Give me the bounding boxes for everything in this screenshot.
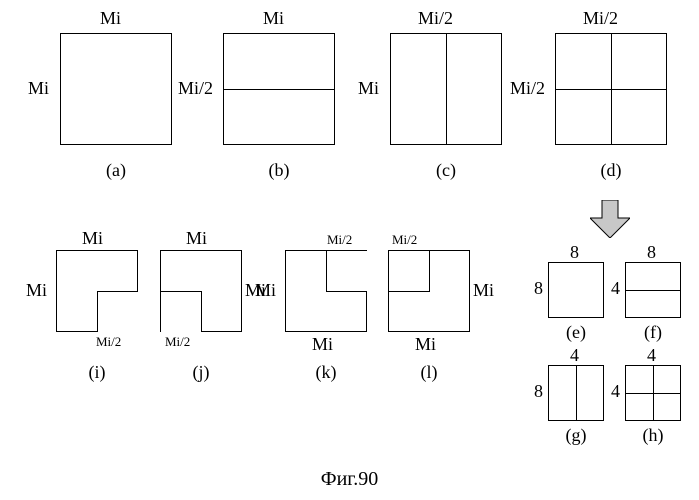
panel-d-top-label: Mi/2 <box>583 8 618 29</box>
panel-c-vline <box>446 34 447 144</box>
panel-h-top-label: 4 <box>647 345 656 366</box>
panel-l-right-label: Mi <box>473 280 494 301</box>
panel-k-bottom-label: Mi <box>312 334 333 355</box>
panel-e-left-label: 8 <box>534 278 543 299</box>
panel-i-box <box>56 250 138 332</box>
panel-d-left-label: Mi/2 <box>510 78 545 99</box>
panel-c-left-label: Mi <box>358 78 379 99</box>
panel-f-caption: (f) <box>625 322 681 343</box>
panel-c-box <box>390 33 502 145</box>
panel-d-vline <box>611 34 612 144</box>
panel-g-left-label: 8 <box>534 381 543 402</box>
panel-l-bottom-label: Mi <box>415 334 436 355</box>
panel-f-box <box>625 262 681 318</box>
panel-b-hline <box>224 89 334 90</box>
panel-l-top-label: Mi/2 <box>392 232 417 248</box>
panel-a-left-label: Mi <box>28 78 49 99</box>
panel-a-caption: (a) <box>60 160 172 181</box>
panel-g-caption: (g) <box>548 425 604 446</box>
panel-f-left-label: 4 <box>611 278 620 299</box>
panel-l-box <box>388 250 470 332</box>
panel-h-vline <box>653 366 654 420</box>
panel-k-left-label: Mi <box>255 280 276 301</box>
down-arrow-icon <box>590 200 630 238</box>
panel-b-top-label: Mi <box>263 8 284 29</box>
panel-j-bottom-label: Mi/2 <box>165 334 190 350</box>
panel-d-box <box>555 33 667 145</box>
panel-e-caption: (e) <box>548 322 604 343</box>
panel-e-top-label: 8 <box>570 242 579 263</box>
panel-i-bottom-label: Mi/2 <box>96 334 121 350</box>
panel-c-caption: (c) <box>390 160 502 181</box>
panel-k-top-label: Mi/2 <box>327 232 352 248</box>
panel-h-caption: (h) <box>625 425 681 446</box>
panel-d-caption: (d) <box>555 160 667 181</box>
panel-i-caption: (i) <box>56 362 138 383</box>
panel-k-caption: (k) <box>285 362 367 383</box>
panel-j-subbox <box>161 291 202 332</box>
panel-b-left-label: Mi/2 <box>178 78 213 99</box>
panel-g-box <box>548 365 604 421</box>
panel-b-caption: (b) <box>223 160 335 181</box>
panel-i-left-label: Mi <box>26 280 47 301</box>
panel-a-box <box>60 33 172 145</box>
panel-g-top-label: 4 <box>570 345 579 366</box>
panel-k-box <box>285 250 367 332</box>
panel-j-top-label: Mi <box>186 228 207 249</box>
panel-e-box <box>548 262 604 318</box>
panel-i-subbox <box>97 291 138 332</box>
panel-i-top-label: Mi <box>82 228 103 249</box>
panel-h-left-label: 4 <box>611 381 620 402</box>
panel-k-subbox <box>326 251 367 292</box>
panel-f-top-label: 8 <box>647 242 656 263</box>
panel-j-box <box>160 250 242 332</box>
panel-g-vline <box>576 366 577 420</box>
figure-caption: Фиг.90 <box>0 468 699 491</box>
panel-l-subbox <box>389 251 430 292</box>
panel-j-caption: (j) <box>160 362 242 383</box>
panel-a-top-label: Mi <box>100 8 121 29</box>
panel-l-caption: (l) <box>388 362 470 383</box>
panel-h-box <box>625 365 681 421</box>
panel-f-hline <box>626 290 680 291</box>
panel-c-top-label: Mi/2 <box>418 8 453 29</box>
panel-b-box <box>223 33 335 145</box>
